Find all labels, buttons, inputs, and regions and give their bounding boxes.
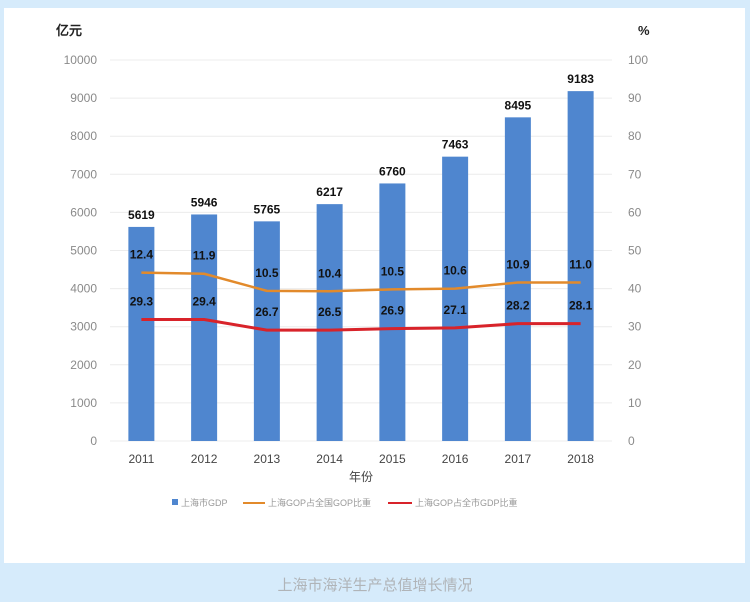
x-tick: 2014	[316, 452, 343, 466]
x-tick: 2013	[254, 452, 281, 466]
bar-value-label: 8495	[505, 98, 532, 112]
bar	[379, 183, 406, 441]
line-data-label: 11.0	[569, 258, 592, 272]
line-series	[141, 317, 581, 332]
line-data-label: 28.1	[569, 299, 593, 313]
y-tick-left: 10000	[64, 53, 98, 67]
y-tick-right: 100	[628, 53, 648, 67]
bar-value-label: 6217	[316, 185, 343, 199]
legend-label: 上海GOP占全市GDP比重	[415, 497, 518, 508]
line-data-label: 10.6	[443, 264, 467, 278]
x-tick: 2012	[191, 452, 218, 466]
y-tick-right: 80	[628, 129, 642, 143]
y-tick-right: 70	[628, 167, 642, 181]
y-tick-right: 20	[628, 358, 642, 372]
legend-label: 上海GOP占全国GOP比重	[268, 497, 371, 508]
line-data-label: 27.1	[443, 303, 467, 317]
line-data-label: 11.9	[193, 249, 216, 263]
line-data-label: 29.3	[130, 294, 154, 308]
line-data-label: 26.9	[381, 304, 405, 318]
y-tick-left: 5000	[70, 244, 97, 258]
y-tick-left: 2000	[70, 358, 97, 372]
y-axis-label-left: 亿元	[56, 23, 82, 38]
bar	[128, 226, 155, 441]
line-data-label: 12.4	[130, 248, 154, 262]
bar	[567, 91, 594, 442]
y-tick-left: 0	[90, 434, 97, 448]
bar	[442, 156, 469, 441]
x-tick: 2016	[442, 452, 469, 466]
bar	[504, 117, 531, 441]
line-data-label: 26.7	[255, 305, 279, 319]
line-data-label: 10.9	[506, 258, 530, 272]
bar	[191, 214, 218, 441]
bar-value-label: 6760	[379, 164, 406, 178]
line-data-label: 28.2	[506, 299, 530, 313]
line-data-label: 10.5	[255, 266, 279, 280]
y-tick-left: 3000	[70, 320, 97, 334]
line-data-label: 29.4	[192, 294, 216, 308]
line-series	[141, 271, 581, 293]
y-tick-left: 1000	[70, 396, 97, 410]
line-data-label: 26.5	[318, 305, 342, 319]
y-tick-left: 9000	[70, 91, 97, 105]
x-tick: 2015	[379, 452, 406, 466]
x-tick: 2011	[128, 452, 154, 466]
bar-value-label: 9183	[567, 72, 594, 86]
x-axis-label: 年份	[349, 470, 373, 484]
bar	[316, 204, 343, 441]
y-axis-label-right: %	[638, 23, 650, 38]
legend-label: 上海市GDP	[181, 497, 228, 508]
y-tick-left: 4000	[70, 282, 97, 296]
y-tick-right: 50	[628, 244, 642, 258]
y-tick-left: 7000	[70, 167, 97, 181]
y-tick-right: 0	[628, 434, 635, 448]
y-tick-right: 40	[628, 282, 642, 296]
bar-value-label: 5619	[128, 208, 155, 222]
bar-value-label: 5946	[191, 195, 218, 209]
y-tick-right: 90	[628, 91, 642, 105]
line-data-label: 10.5	[381, 264, 405, 278]
chart-panel	[4, 8, 745, 563]
x-tick: 2018	[567, 452, 594, 466]
y-tick-left: 8000	[70, 129, 97, 143]
y-tick-right: 60	[628, 205, 642, 219]
y-tick-right: 30	[628, 320, 642, 334]
bar-value-label: 7463	[442, 138, 469, 152]
y-tick-left: 6000	[70, 205, 97, 219]
x-tick: 2017	[505, 452, 532, 466]
bar-value-label: 5765	[254, 202, 281, 216]
line-data-label: 10.4	[318, 266, 342, 280]
y-tick-right: 10	[628, 396, 642, 410]
chart-caption: 上海市海洋生产总值增长情况	[277, 576, 473, 594]
legend-swatch	[172, 499, 178, 505]
